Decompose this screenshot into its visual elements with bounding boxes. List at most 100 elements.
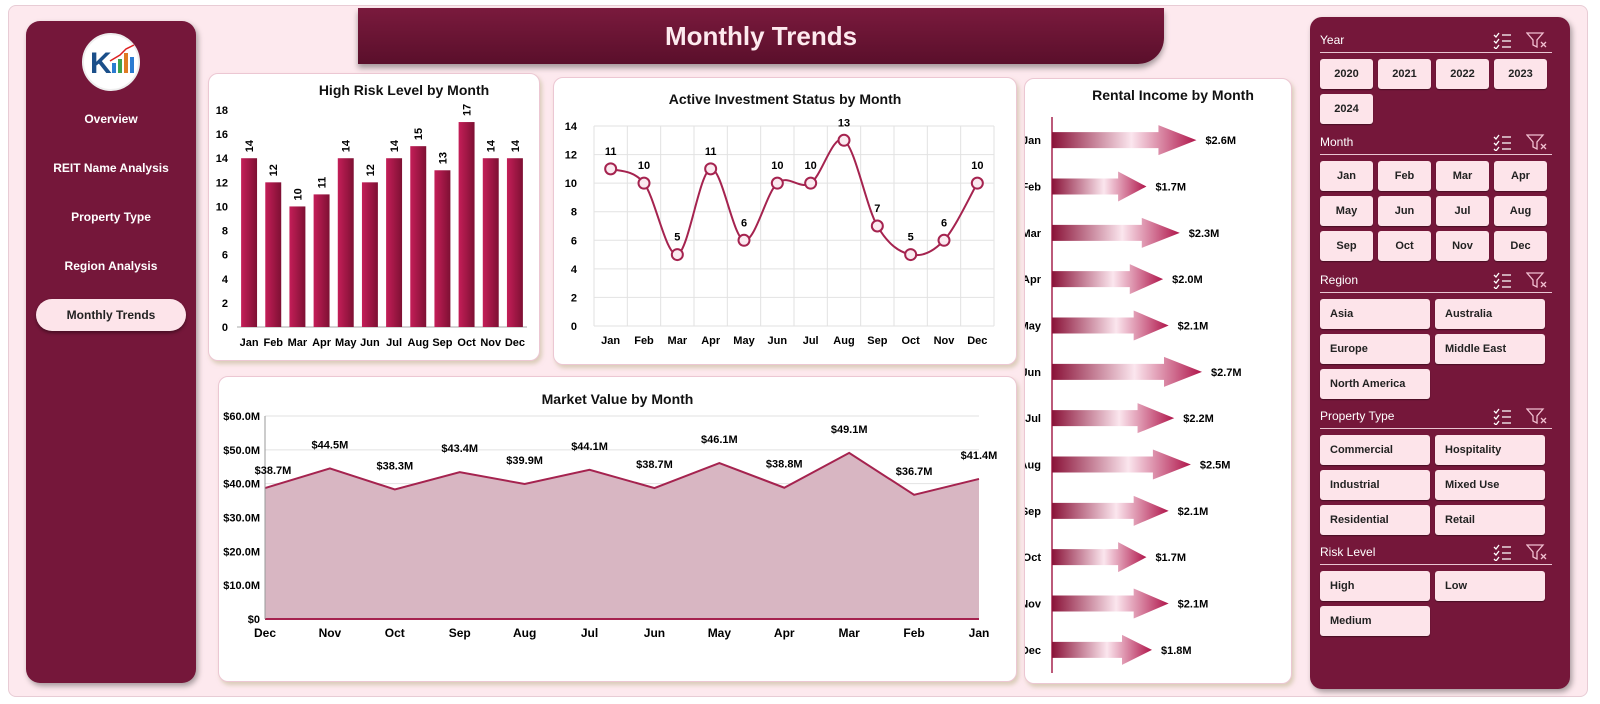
multi-select-icon[interactable]: [1492, 407, 1512, 426]
nav-region-analysis[interactable]: Region Analysis: [64, 259, 158, 273]
bar: [506, 158, 523, 327]
data-label: $2.6M: [1205, 135, 1236, 147]
slicer-property-type-item[interactable]: Retail: [1435, 505, 1545, 535]
slicer-risk-level-item[interactable]: Medium: [1320, 606, 1430, 636]
slicer-region-item[interactable]: Middle East: [1435, 334, 1545, 364]
clear-filter-icon[interactable]: [1525, 133, 1547, 151]
slicer-region-item[interactable]: Australia: [1435, 299, 1545, 329]
slicer-property-type-item[interactable]: Mixed Use: [1435, 470, 1545, 500]
multi-select-icon[interactable]: [1492, 543, 1512, 562]
y-tick-label: $50.0M: [223, 445, 260, 457]
y-tick-label: $0: [248, 614, 260, 626]
multi-select-icon[interactable]: [1492, 31, 1512, 50]
arrow-bar: [1052, 356, 1202, 387]
multi-select-icon[interactable]: [1492, 133, 1512, 152]
bar: [313, 194, 330, 327]
slicer-property-type-item[interactable]: Commercial: [1320, 435, 1430, 465]
y-tick-label: Apr: [1025, 274, 1042, 286]
clear-filter-icon[interactable]: [1525, 271, 1547, 289]
y-tick-label: Jan: [1025, 135, 1041, 147]
slicer-month-item[interactable]: Jul: [1436, 196, 1489, 226]
slicer-month-item[interactable]: Jun: [1378, 196, 1431, 226]
y-tick-label: 12: [216, 177, 228, 189]
y-tick-label: Feb: [1025, 182, 1041, 194]
data-label: 11: [317, 177, 329, 189]
active-investment-chart-card: Active Investment Status by Month 0 2 4 6 8 1…: [553, 77, 1017, 365]
x-tick-label: Aug: [513, 626, 536, 640]
slicer-month-item[interactable]: Oct: [1378, 231, 1431, 261]
data-label: $1.7M: [1155, 552, 1186, 564]
y-tick-label: 10: [565, 178, 577, 190]
data-label: $43.4M: [441, 443, 478, 455]
slicer-month-item[interactable]: Feb: [1378, 161, 1431, 191]
slicer-property-type-item[interactable]: Industrial: [1320, 470, 1430, 500]
data-label: 7: [874, 203, 880, 215]
slicer-region: Region Asia Australia Europe Middle East…: [1320, 267, 1552, 399]
market-value-chart-title: Market Value by Month: [541, 391, 694, 407]
arrow-bar: [1052, 495, 1169, 526]
data-label: $39.9M: [506, 455, 543, 467]
slicer-month-item[interactable]: Jan: [1320, 161, 1373, 191]
slicer-month-item[interactable]: Nov: [1436, 231, 1489, 261]
x-tick-label: Aug: [408, 337, 429, 349]
x-tick-label: Oct: [385, 626, 405, 640]
slicer-risk-level-item[interactable]: Low: [1435, 571, 1545, 601]
slicer-property-type-item[interactable]: Hospitality: [1435, 435, 1545, 465]
arrow-bar: [1052, 542, 1147, 573]
slicer-year-item[interactable]: 2020: [1320, 59, 1373, 89]
slicer-year-item[interactable]: 2023: [1494, 59, 1547, 89]
x-tick-label: Jun: [644, 626, 665, 640]
slicer-year-header: Year: [1320, 27, 1552, 53]
y-tick-label: Mar: [1025, 228, 1042, 240]
data-label: 10: [971, 160, 983, 172]
data-label: 14: [389, 139, 401, 152]
data-label: 11: [705, 146, 717, 158]
y-tick-label: 8: [222, 226, 228, 238]
data-label: $2.5M: [1200, 460, 1231, 472]
slicer-risk-level-item[interactable]: High: [1320, 571, 1430, 601]
y-tick-label: $60.0M: [223, 411, 260, 423]
data-label: 10: [805, 160, 817, 172]
clear-filter-icon[interactable]: [1525, 543, 1547, 561]
y-tick-label: Sep: [1025, 506, 1041, 518]
slicer-month-item[interactable]: May: [1320, 196, 1373, 226]
slicer-month: Month Jan Feb Mar Apr May Jun Jul Aug Se…: [1320, 129, 1552, 261]
slicer-month-item[interactable]: Dec: [1494, 231, 1547, 261]
y-tick-label: Nov: [1025, 599, 1042, 611]
slicer-month-item[interactable]: Apr: [1494, 161, 1547, 191]
y-tick-label: 2: [571, 292, 577, 304]
slicer-risk-level: Risk Level High Low Medium: [1320, 539, 1552, 636]
data-label: $2.7M: [1211, 367, 1242, 379]
rental-income-chart-card: Rental Income by Month $2.6MJan$1.7MFeb$…: [1024, 78, 1292, 684]
nav-reit-name-analysis[interactable]: REIT Name Analysis: [53, 161, 169, 175]
bar: [434, 170, 451, 327]
slicer-property-type-item[interactable]: Residential: [1320, 505, 1430, 535]
x-tick-label: Mar: [668, 335, 688, 347]
x-tick-label: Jul: [386, 337, 402, 349]
page-title: Monthly Trends: [358, 8, 1164, 64]
bar: [458, 122, 475, 327]
x-tick-label: Nov: [934, 335, 956, 347]
slicer-region-item[interactable]: North America: [1320, 369, 1430, 399]
slicer-month-item[interactable]: Sep: [1320, 231, 1373, 261]
slicer-region-item[interactable]: Asia: [1320, 299, 1430, 329]
slicer-property-type: Property Type Commercial Hospitality Ind…: [1320, 403, 1552, 535]
nav-monthly-trends[interactable]: Monthly Trends: [36, 299, 186, 331]
slicer-month-item[interactable]: Mar: [1436, 161, 1489, 191]
slicer-month-item[interactable]: Aug: [1494, 196, 1547, 226]
slicer-year-item[interactable]: 2021: [1378, 59, 1431, 89]
clear-filter-icon[interactable]: [1525, 407, 1547, 425]
slicer-region-item[interactable]: Europe: [1320, 334, 1430, 364]
nav-overview[interactable]: Overview: [84, 112, 138, 126]
bar: [289, 206, 306, 327]
nav-property-type[interactable]: Property Type: [71, 210, 151, 224]
slicer-month-header: Month: [1320, 129, 1552, 155]
slicer-year-item[interactable]: 2024: [1320, 94, 1373, 124]
slicer-year-item[interactable]: 2022: [1436, 59, 1489, 89]
y-tick-label: $30.0M: [223, 513, 260, 525]
multi-select-icon[interactable]: [1492, 271, 1512, 290]
x-tick-label: Sep: [867, 335, 887, 347]
clear-filter-icon[interactable]: [1525, 31, 1547, 49]
y-tick-label: 0: [222, 322, 228, 334]
y-tick-label: 14: [565, 121, 578, 133]
